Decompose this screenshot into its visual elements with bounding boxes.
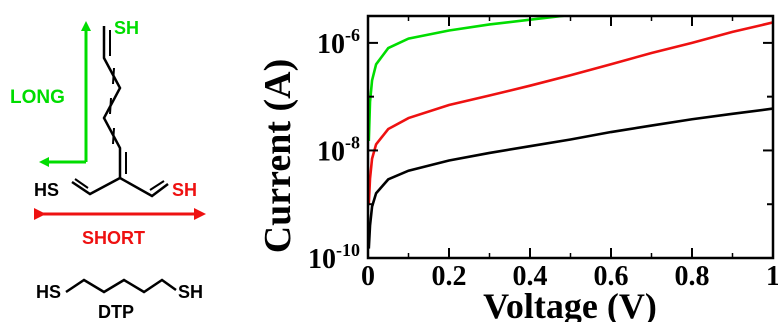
y-axis-label: Current (A) [257, 59, 299, 254]
series-line-2 [368, 107, 773, 249]
double-bond [112, 127, 115, 145]
series-line-1 [368, 21, 773, 205]
thiol-left: HS [34, 180, 59, 200]
x-tick-label: 0.6 [594, 261, 629, 292]
x-tick-label: 0.2 [432, 261, 467, 292]
double-bond [112, 67, 115, 85]
plot-layer: 0 0.2 0.4 0.6 0.8 1 10-10 10-8 10-6 [308, 14, 778, 292]
left-branch [71, 176, 121, 196]
x-tick-label: 0.8 [675, 261, 710, 292]
polyene-backbone [102, 26, 169, 198]
iv-chart: Current (A) Voltage (V) 0 0.2 0.4 0.6 0.8 1 10… [257, 14, 778, 322]
dtp-molecule: HS SH DTP [36, 278, 203, 322]
x-tick-label: 1 [766, 261, 778, 292]
y-tick-label: 10-6 [317, 25, 360, 60]
y-tick-label: 10-8 [317, 132, 360, 167]
dtp-thiol-right: SH [178, 282, 203, 302]
dtp-chain [65, 278, 177, 294]
dtp-label: DTP [98, 302, 134, 322]
double-bond [74, 178, 89, 189]
x-tick-label: 0 [361, 261, 375, 292]
y-tick-label: 10-10 [308, 240, 360, 275]
short-label: SHORT [82, 228, 145, 248]
x-axis-label: Voltage (V) [483, 286, 657, 322]
x-tick-label: 0.4 [513, 261, 548, 292]
plot-frame [366, 14, 775, 260]
double-bond [109, 97, 112, 115]
dtp-thiol-left: HS [36, 282, 61, 302]
thiol-right: SH [172, 180, 197, 200]
molecule-diagram: LONG SH HS SH SHORT [10, 18, 206, 248]
double-bond [149, 180, 165, 191]
long-label: LONG [10, 87, 65, 108]
series-line-0 [368, 16, 574, 142]
thiol-top: SH [114, 18, 139, 38]
